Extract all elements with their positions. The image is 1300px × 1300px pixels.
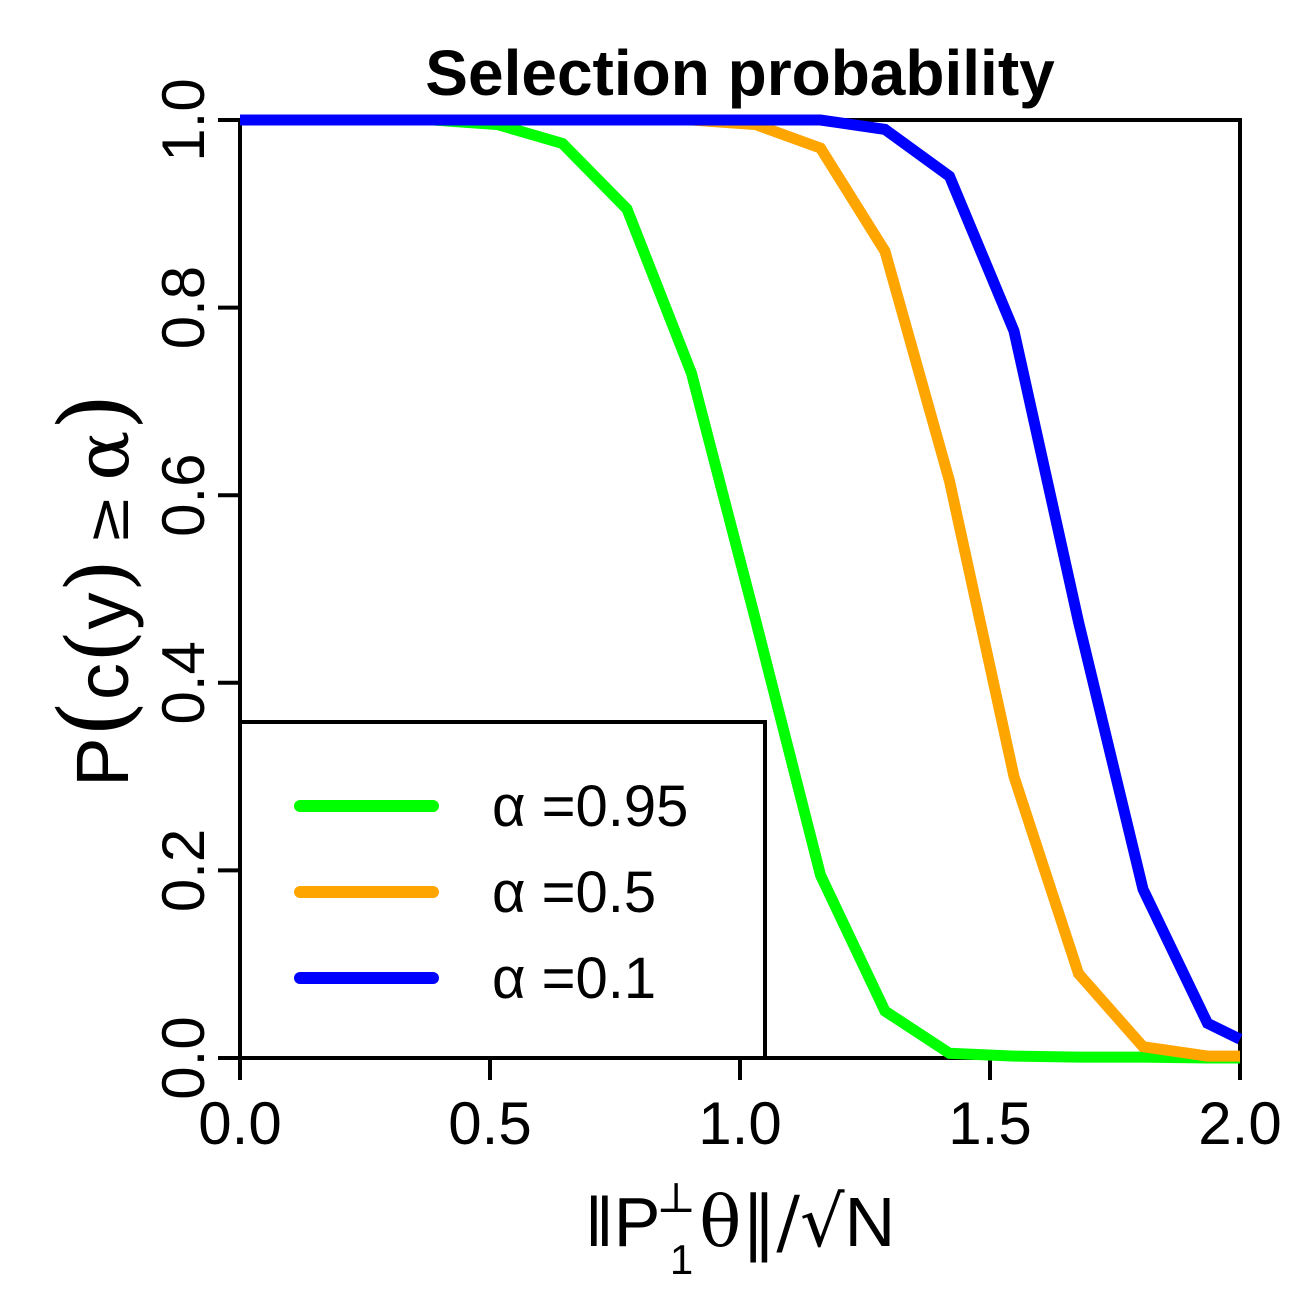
y-label-rparen2: )	[49, 559, 149, 593]
axes: 0.0 0.5 1.0 1.5 2.0 0.0 0.2 0.4 0.6 0.8 1.0	[150, 78, 1282, 1157]
y-label-rparen: )	[39, 393, 151, 430]
y-tick-label: 0.0	[150, 1016, 217, 1099]
series-line-3	[240, 114, 1243, 1045]
x-tick-label: 1.0	[698, 1090, 781, 1157]
x-label-sub: 1	[670, 1236, 693, 1283]
y-label-lparen2: (	[49, 629, 149, 663]
y-tick-label: 0.4	[150, 641, 217, 724]
x-label-sqrt-arg: N	[845, 1183, 896, 1261]
x-tick-label: 2.0	[1198, 1090, 1281, 1157]
y-tick-label: 1.0	[150, 78, 217, 161]
y-label-y: y	[61, 592, 144, 629]
x-tick-label: 1.5	[948, 1090, 1031, 1157]
chart-title: Selection probability	[425, 37, 1055, 109]
y-axis-label: P(c(y)≥α)	[39, 393, 151, 787]
svg-text:P(c(y)≥α): P(c(y)≥α)	[39, 393, 151, 787]
x-axis-label: ‖P⊥ 1θ‖/√N	[585, 1173, 895, 1283]
x-tick-label: 0.0	[198, 1090, 281, 1157]
legend-label-2: α =0.5	[492, 860, 656, 925]
legend-label-1: α =0.95	[492, 774, 688, 839]
y-tick-label: 0.6	[150, 453, 217, 536]
y-label-geq: ≥	[73, 495, 143, 545]
x-tick-label: 0.5	[448, 1090, 531, 1157]
x-label-sup: ⊥	[656, 1173, 696, 1222]
legend-label-3: α =0.1	[492, 946, 656, 1011]
x-label-prefix: ‖P	[585, 1183, 661, 1261]
x-label-sqrt: √	[800, 1181, 845, 1263]
series-layer	[240, 114, 1243, 1064]
svg-text:‖P⊥1θ‖/√N: ‖P⊥ 1θ‖/√N	[585, 1173, 895, 1283]
y-label-c: c	[61, 663, 144, 700]
y-tick-label: 0.8	[150, 266, 217, 349]
y-label-p: P	[61, 737, 144, 786]
y-label-alpha: α	[60, 431, 146, 481]
y-tick-label: 0.2	[150, 829, 217, 912]
legend: α =0.95 α =0.5 α =0.1	[238, 720, 767, 1060]
y-label-lparen: (	[39, 700, 151, 737]
x-label-middle: θ‖/	[699, 1181, 800, 1263]
